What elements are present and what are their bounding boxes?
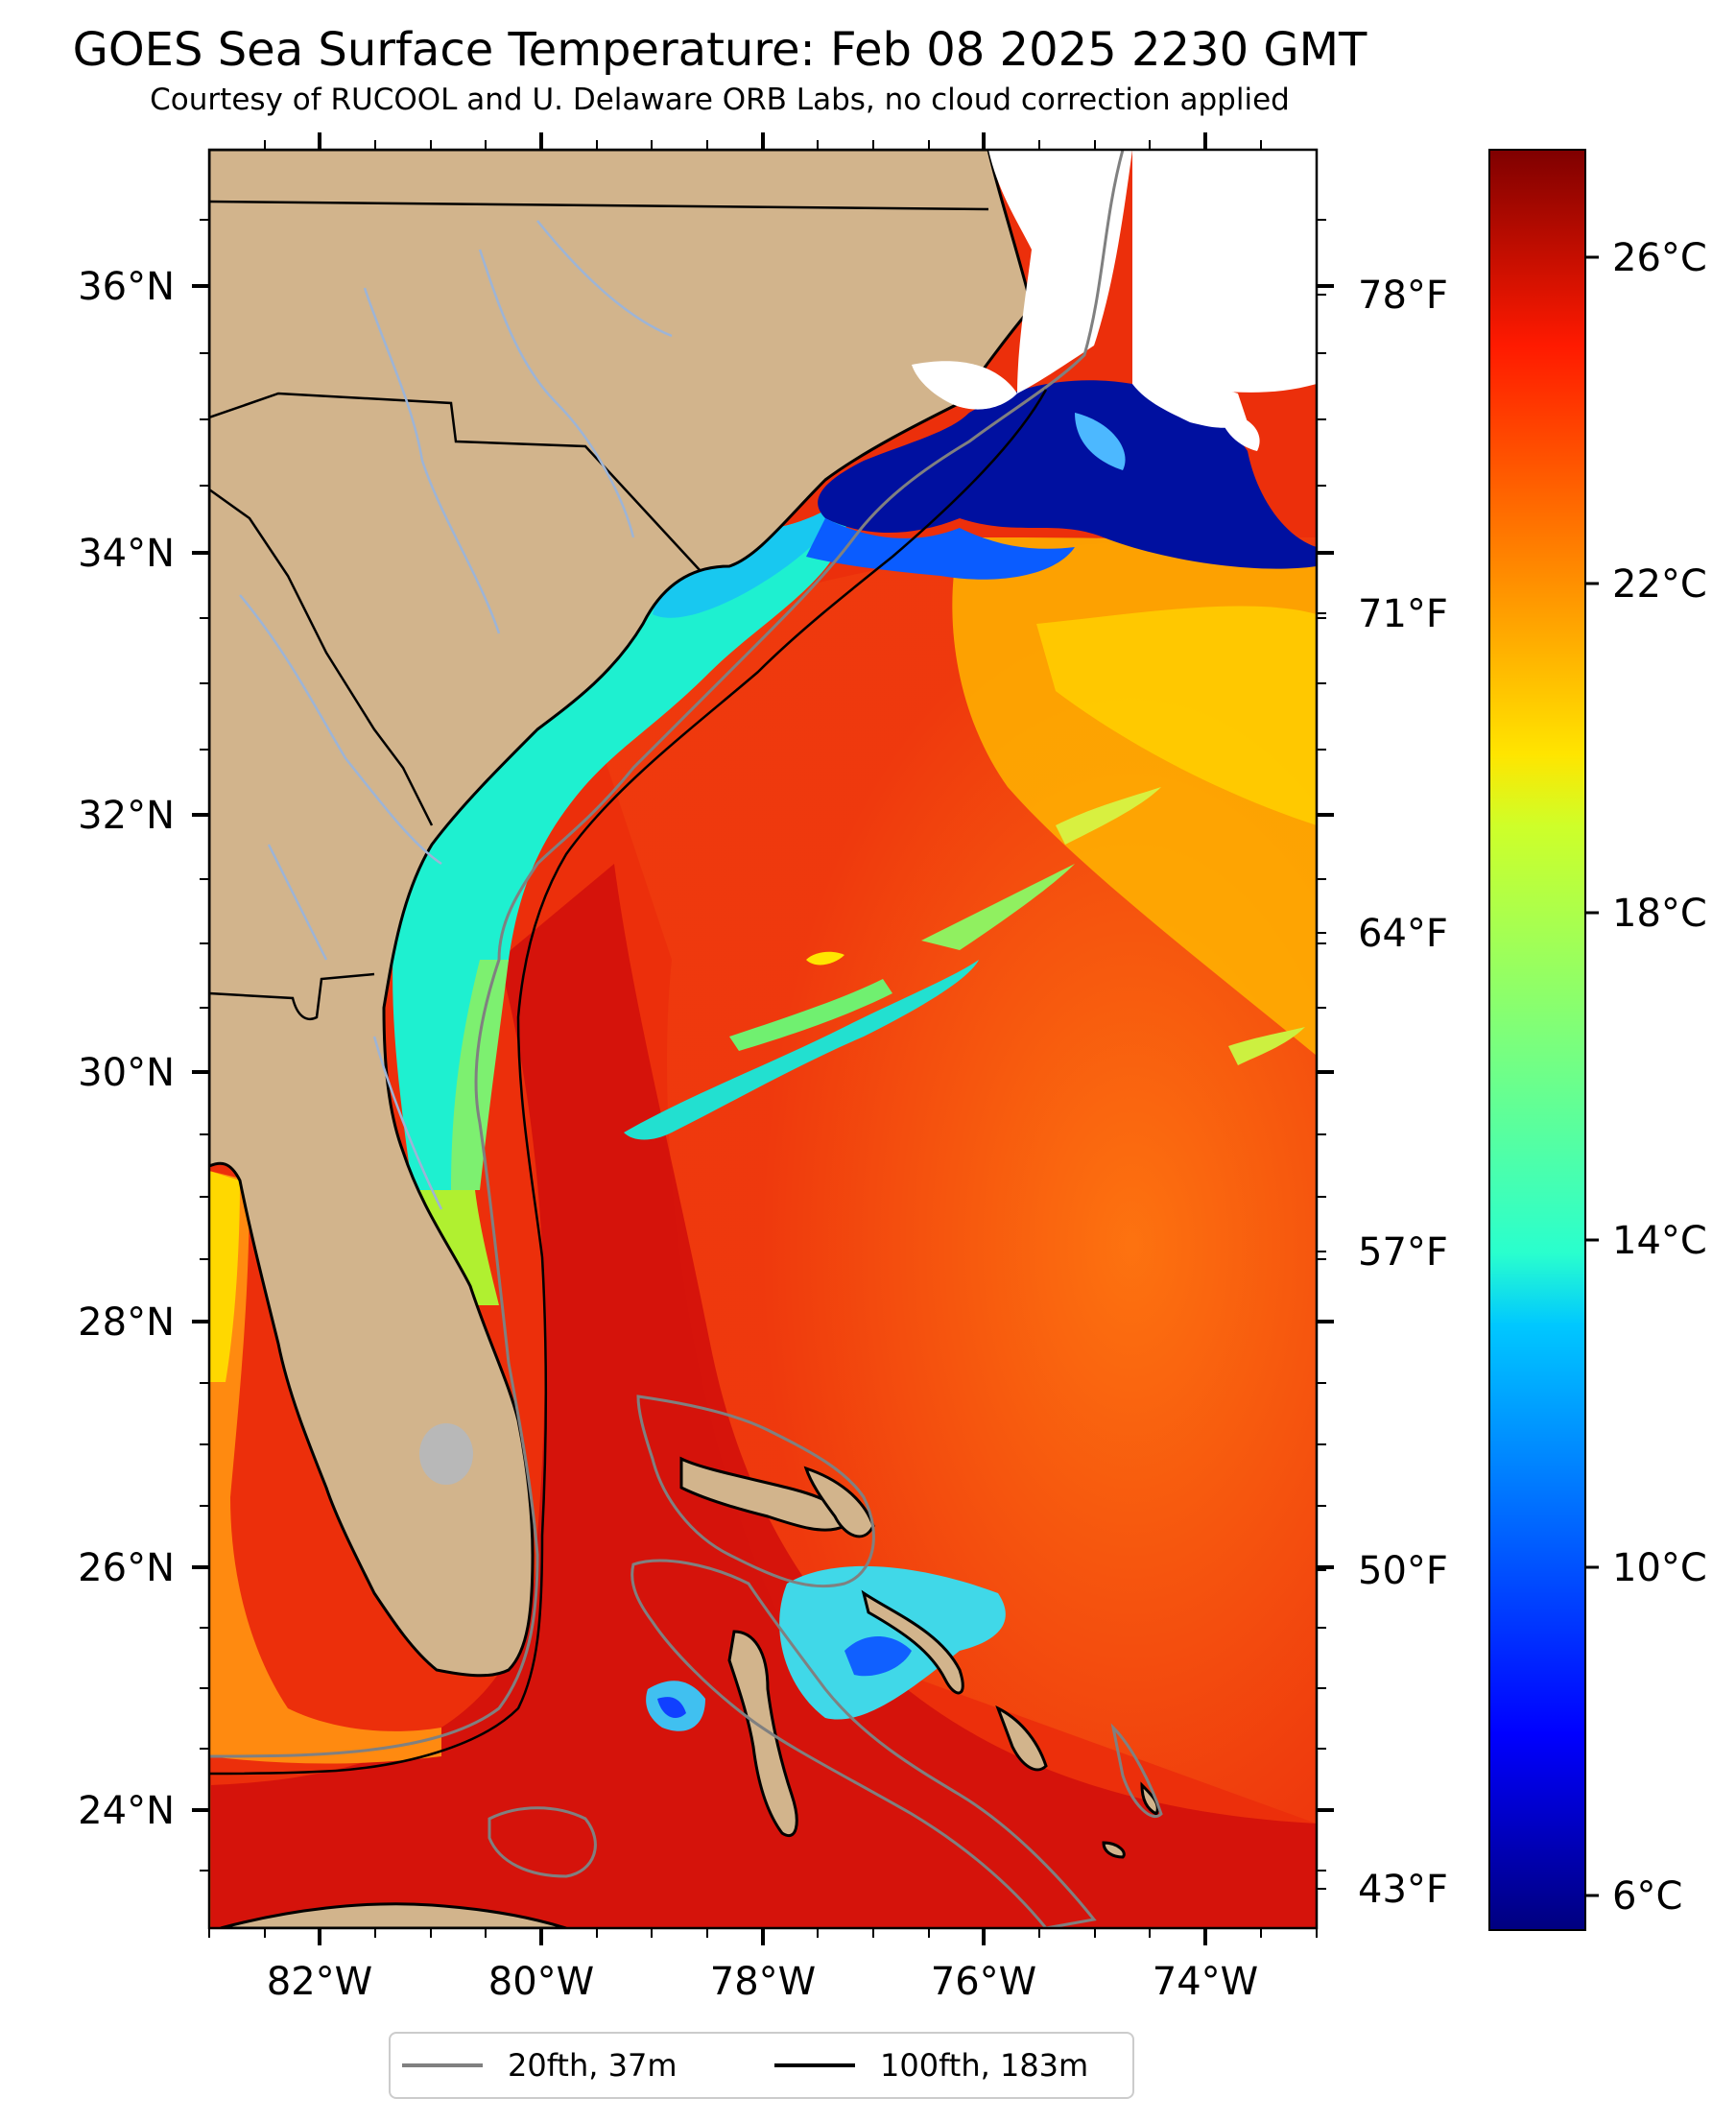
chart-title: GOES Sea Surface Temperature: Feb 08 202… bbox=[72, 23, 1367, 77]
rivers bbox=[239, 220, 673, 1210]
lon-label: 76°W bbox=[931, 1960, 1036, 2004]
colorbar-label: 18°C bbox=[1612, 892, 1707, 936]
cool-filament bbox=[624, 960, 979, 1140]
fahrenheit-label: 64°F bbox=[1358, 912, 1448, 956]
bank-outline-20fth bbox=[488, 1395, 1163, 1928]
lat-ticks bbox=[192, 284, 1334, 1812]
land-southeast-us bbox=[209, 150, 1034, 1678]
lat-label: 36°N bbox=[78, 265, 175, 309]
colorbar-label: 6°C bbox=[1612, 1874, 1682, 1919]
colorbar-label: 26°C bbox=[1612, 236, 1707, 280]
colorbar-ticks bbox=[1585, 255, 1599, 1897]
fahrenheit-label: 50°F bbox=[1358, 1549, 1448, 1593]
colorbar-label: 14°C bbox=[1612, 1219, 1707, 1263]
legend-swatch-black bbox=[774, 2063, 855, 2067]
legend-swatch-gray bbox=[402, 2063, 483, 2067]
lat-label: 30°N bbox=[78, 1051, 175, 1095]
colorbar-label: 10°C bbox=[1612, 1546, 1707, 1590]
legend-label: 20fth, 37m bbox=[508, 2047, 678, 2084]
chart-subtitle: Courtesy of RUCOOL and U. Delaware ORB L… bbox=[150, 83, 1290, 117]
colorbar-label: 22°C bbox=[1612, 562, 1707, 607]
lon-ticks bbox=[318, 132, 1207, 1945]
legend: 20fth, 37m 100fth, 183m bbox=[389, 2032, 1134, 2099]
fahrenheit-label: 43°F bbox=[1358, 1868, 1448, 1912]
cuba-coast bbox=[220, 1902, 567, 1928]
fahrenheit-label: 78°F bbox=[1358, 274, 1448, 318]
minor-ticks bbox=[200, 140, 1326, 1938]
legend-item-100fth: 100fth, 183m bbox=[774, 2047, 1088, 2084]
lat-label: 24°N bbox=[78, 1789, 175, 1833]
legend-label: 100fth, 183m bbox=[880, 2047, 1089, 2084]
lake-okeechobee bbox=[419, 1423, 473, 1485]
lon-label: 74°W bbox=[1153, 1960, 1258, 2004]
lat-label: 28°N bbox=[78, 1300, 175, 1345]
cold-water-hatteras bbox=[818, 380, 1317, 569]
isobath-100fth bbox=[209, 389, 1048, 1776]
lat-label: 34°N bbox=[78, 532, 175, 576]
lat-label: 26°N bbox=[78, 1546, 175, 1590]
lon-label: 78°W bbox=[710, 1960, 816, 2004]
colorbar bbox=[1488, 149, 1586, 1931]
fahrenheit-label: 71°F bbox=[1358, 592, 1448, 636]
pamlico-sound bbox=[912, 361, 1017, 410]
fahrenheit-label: 57°F bbox=[1358, 1230, 1448, 1275]
legend-item-20fth: 20fth, 37m bbox=[402, 2047, 677, 2084]
lon-label: 80°W bbox=[488, 1960, 594, 2004]
bahamas-islands bbox=[679, 1456, 1159, 1859]
isobath-20fth bbox=[209, 150, 1125, 1758]
lat-label: 32°N bbox=[78, 794, 175, 838]
lon-label: 82°W bbox=[267, 1960, 372, 2004]
map-area bbox=[209, 150, 1317, 1928]
fahrenheit-ticks bbox=[1317, 294, 1326, 1890]
